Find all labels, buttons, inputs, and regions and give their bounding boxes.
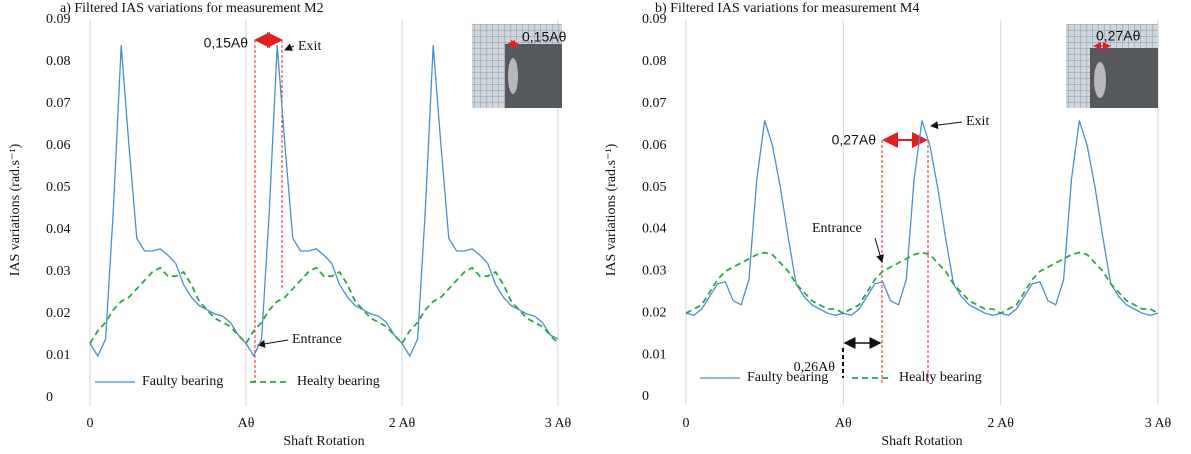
chart-title: a) Filtered IAS variations for measureme… — [60, 1, 324, 16]
y-tick-label: 0.07 — [642, 96, 667, 111]
y-axis-label: IAS variations (rad.s⁻¹) — [604, 143, 619, 276]
annotation: 0,15Aθ — [522, 29, 567, 45]
entrance-arrow — [257, 339, 289, 348]
exit-arrow — [930, 121, 963, 130]
y-tick-label: 0.05 — [46, 180, 71, 195]
y-tick-label: 0.08 — [642, 54, 667, 69]
x-axis-label: Shaft Rotation — [881, 434, 962, 449]
y-tick-label: 0.01 — [642, 347, 667, 362]
y-tick-label: 0.01 — [46, 348, 71, 363]
y-tick-label: 0 — [46, 390, 53, 405]
y-tick-label: 0.03 — [46, 264, 71, 279]
y-tick-label: 0.08 — [46, 54, 71, 69]
y-tick-label: 0.03 — [642, 264, 667, 279]
y-tick-label: 0.02 — [642, 305, 667, 320]
x-tick-label: 3 Aθ — [1145, 416, 1172, 431]
inset-hole — [1094, 62, 1106, 98]
annotation: Exit — [966, 114, 989, 129]
annotation: 0,15Aθ — [204, 35, 249, 51]
x-tick-label: 0 — [87, 416, 94, 431]
y-tick-label: 0.04 — [46, 222, 71, 237]
chart-title: b) Filtered IAS variations for measureme… — [655, 1, 919, 16]
x-tick-label: 2 Aθ — [987, 416, 1014, 431]
series-line — [685, 120, 1159, 317]
x-tick-label: 3 Aθ — [545, 416, 572, 431]
annotation: 0,26Aθ — [794, 360, 836, 375]
legend-label: Healty bearing — [297, 374, 380, 389]
legend-label: Faulty bearing — [747, 370, 828, 385]
y-tick-label: 0.09 — [46, 12, 71, 27]
y-tick-label: 0.09 — [642, 12, 667, 27]
x-tick-label: Aθ — [835, 416, 852, 431]
y-tick-label: 0.04 — [642, 222, 667, 237]
annotation: 0,27Aθ — [1096, 28, 1141, 44]
series-line — [89, 266, 559, 345]
y-tick-label: 0.06 — [46, 138, 71, 153]
legend-label: Faulty bearing — [142, 374, 223, 389]
y-tick-label: 0.06 — [642, 138, 667, 153]
annotation: Entrance — [812, 221, 862, 236]
inset-hole — [508, 58, 518, 94]
y-tick-label: 0.02 — [46, 306, 71, 321]
series-line — [685, 251, 1159, 315]
x-axis-label: Shaft Rotation — [283, 434, 364, 449]
exit-arrow — [284, 43, 295, 51]
annotation: Exit — [298, 39, 321, 54]
x-tick-label: Aθ — [238, 416, 255, 431]
legend-label: Healty bearing — [899, 370, 982, 385]
x-tick-label: 0 — [683, 416, 690, 431]
x-tick-label: 2 Aθ — [389, 416, 416, 431]
y-tick-label: 0.05 — [642, 180, 667, 195]
y-tick-label: 0 — [642, 389, 649, 404]
y-axis-label: IAS variations (rad.s⁻¹) — [8, 143, 23, 276]
series-line — [89, 45, 559, 358]
entrance-arrow — [874, 237, 884, 263]
annotation: Entrance — [292, 332, 342, 347]
annotation: 0,27Aθ — [832, 132, 877, 148]
y-tick-label: 0.07 — [46, 96, 71, 111]
